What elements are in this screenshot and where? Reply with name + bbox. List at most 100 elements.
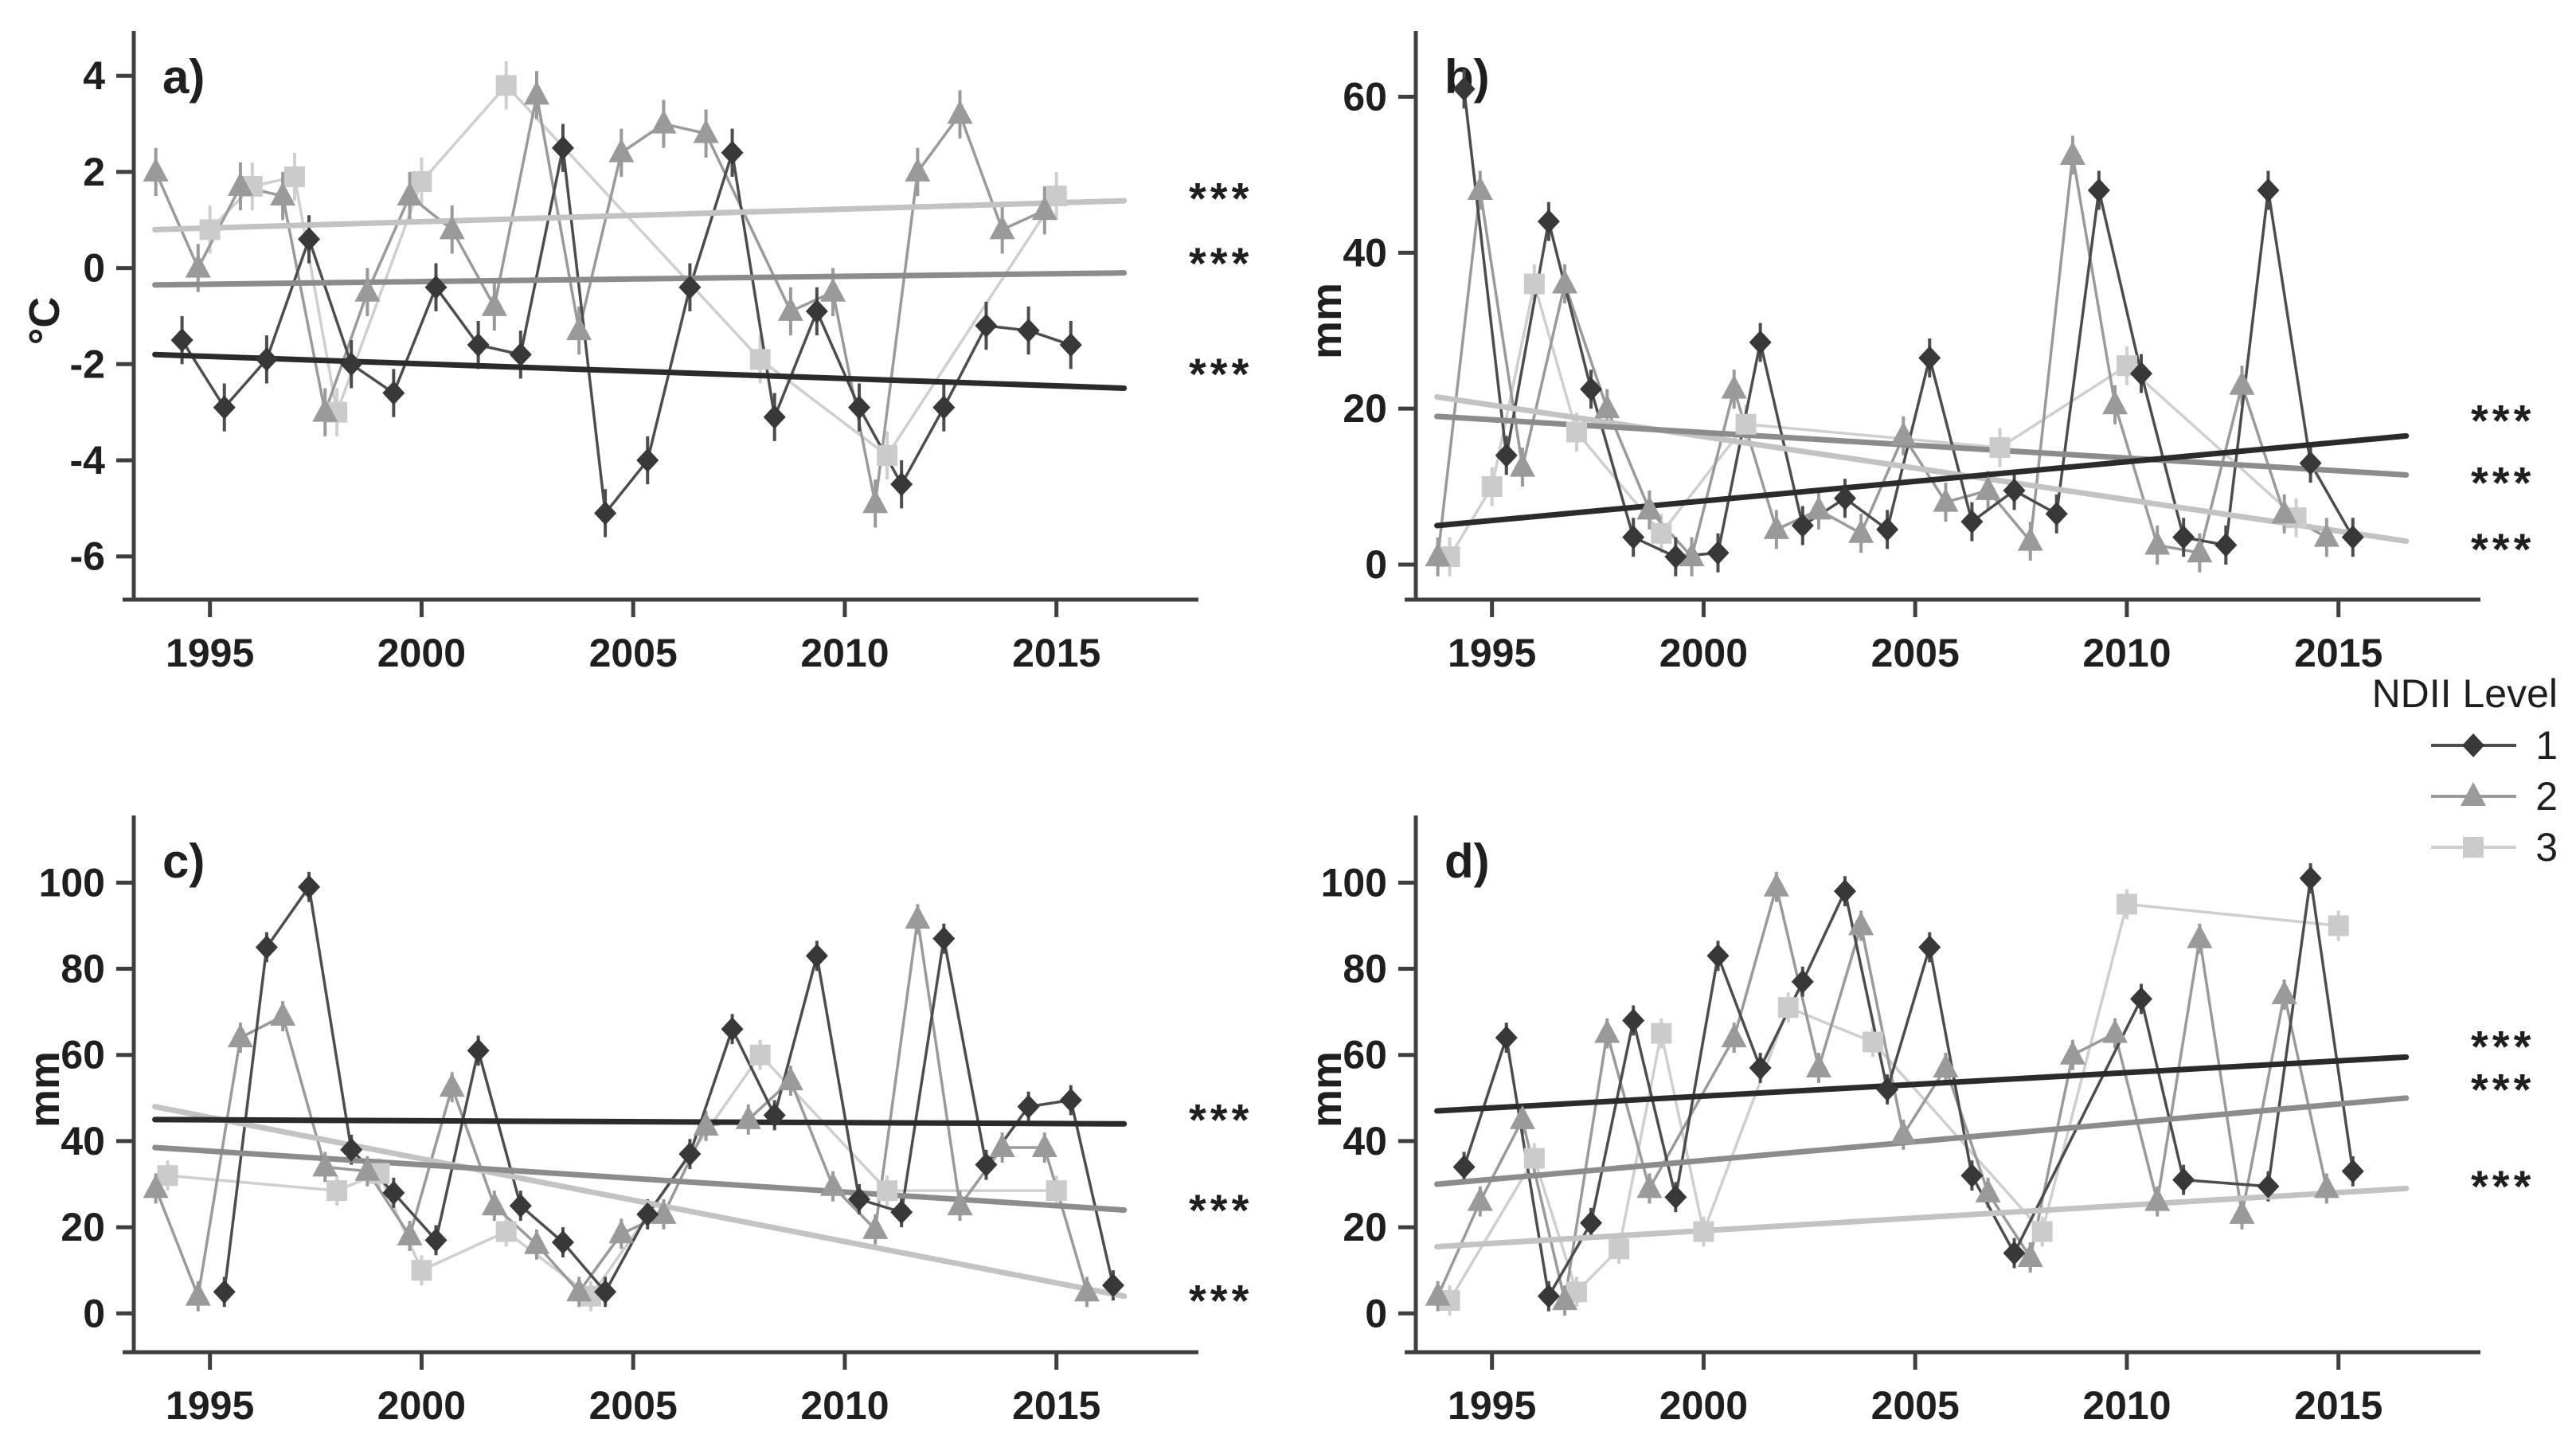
significance-stars-level-1: ***: [2471, 1021, 2535, 1071]
x-tick-label: 2015: [1012, 1383, 1100, 1428]
legend-item-label: 3: [2535, 825, 2558, 870]
triangle-data-point-marker: [185, 253, 211, 278]
triangle-data-point-marker: [439, 1073, 465, 1097]
diamond-data-point-marker: [213, 395, 236, 420]
significance-stars-level-3: ***: [1189, 174, 1253, 224]
square-data-point-marker: [283, 166, 305, 187]
diamond-data-point-marker: [1791, 969, 1814, 994]
triangle-data-point-marker: [270, 1002, 296, 1026]
x-tick-label: 2010: [2082, 631, 2171, 675]
triangle-data-point-marker: [185, 1281, 211, 1306]
diamond-data-point-marker: [1706, 944, 1730, 968]
series-level-2: [154, 904, 1089, 1312]
square-data-point-marker: [1046, 1180, 1067, 1202]
square-data-point-marker: [2031, 1221, 2053, 1242]
markers-level-2: [1425, 872, 2340, 1311]
x-tick-label: 2005: [589, 1383, 678, 1428]
triangle-data-point-marker: [2144, 530, 2171, 555]
triangle-data-point-marker: [1806, 1053, 1831, 1077]
triangle-data-point-marker: [1594, 1019, 1620, 1043]
square-data-point-marker: [1989, 437, 2011, 459]
diamond-data-point-marker: [805, 299, 828, 323]
triangle-data-point-marker: [1933, 487, 1959, 512]
axes: [1398, 31, 2480, 617]
triangle-data-point-marker: [1890, 421, 1917, 446]
significance-stars-level-3: ***: [2471, 524, 2535, 574]
diamond-data-point-marker: [2130, 987, 2153, 1011]
diamond-data-point-marker: [2214, 533, 2238, 557]
triangle-data-point-marker: [1509, 1105, 1535, 1129]
diamond-data-point-marker: [1791, 513, 1814, 538]
diamond-data-point-marker: [2003, 478, 2026, 502]
y-axis-label: mm: [1303, 1051, 1351, 1128]
diamond-data-point-marker: [551, 135, 574, 160]
square-data-point-marker: [1523, 1148, 1545, 1169]
triangle-data-point-marker: [354, 1156, 381, 1181]
triangle-data-point-marker: [2229, 1199, 2255, 1224]
y-tick-label: 60: [1343, 1033, 1387, 1077]
triangle-data-point-marker: [354, 277, 381, 302]
diamond-data-point-marker: [340, 352, 363, 377]
triangle-data-point-marker: [1425, 1281, 1451, 1306]
diamond-data-point-marker: [848, 1187, 871, 1211]
axes: [1398, 815, 2480, 1370]
y-axis-label: mm: [1303, 283, 1351, 359]
triangle-data-point-marker: [439, 215, 465, 240]
triangle-data-point-marker: [1721, 374, 1747, 399]
triangle-data-point-marker: [143, 157, 169, 182]
y-tick-label: 100: [39, 860, 105, 905]
diamond-data-point-marker: [1580, 377, 1603, 401]
square-data-point-marker: [1481, 476, 1503, 498]
diamond-data-point-marker: [594, 1280, 617, 1304]
triangle-data-point-marker: [735, 1105, 761, 1129]
markers-level-2: [143, 80, 1057, 514]
trend-line-level-1: [1434, 1054, 2410, 1114]
significance-stars-level-2: ***: [1189, 238, 1253, 288]
diamond-data-point-marker: [1749, 330, 1772, 354]
markers-level-1: [1452, 866, 2364, 1308]
diamond-data-point-marker: [1876, 517, 1899, 542]
diamond-data-point-marker: [1664, 545, 1687, 569]
triangle-data-point-marker: [312, 1152, 338, 1177]
markers-level-1: [170, 135, 1082, 526]
triangle-data-point-marker: [566, 1277, 592, 1302]
diamond-data-point-marker: [467, 1038, 490, 1063]
y-tick-label: 60: [1343, 75, 1387, 119]
diamond-data-point-marker: [721, 1017, 744, 1042]
legend-item-level-2: 2: [2428, 771, 2558, 822]
diamond-data-point-marker: [213, 1280, 236, 1304]
diamond-data-point-marker: [2257, 1174, 2280, 1199]
markers-level-2: [1425, 140, 2340, 567]
triangle-data-point-marker: [1763, 514, 1789, 539]
square-data-point-marker: [1693, 1221, 1714, 1242]
square-data-point-marker: [326, 1180, 348, 1202]
diamond-data-point-marker: [2299, 866, 2322, 890]
triangle-data-point-marker: [820, 277, 846, 302]
triangle-data-point-marker: [651, 109, 677, 134]
y-tick-label: 20: [1343, 1205, 1387, 1249]
y-tick-label: -4: [70, 438, 106, 483]
triangle-data-point-marker: [947, 1191, 973, 1216]
square-data-point-marker: [1046, 186, 1067, 207]
y-tick-label: 0: [1365, 1291, 1387, 1335]
y-tick-label: 60: [61, 1033, 105, 1077]
triangle-data-point-marker: [1975, 475, 2001, 500]
diamond-data-point-marker: [636, 448, 659, 472]
diamond-data-point-marker: [1495, 443, 1518, 467]
triangle-data-point-marker: [989, 215, 1015, 240]
triangle-data-point-marker: [693, 1111, 719, 1136]
y-tick-label: -2: [70, 342, 105, 386]
triangle-data-point-marker: [1679, 542, 1705, 567]
legend-item-label: 2: [2535, 774, 2558, 819]
markers-level-3: [1439, 273, 2307, 568]
significance-stars-level-3: ***: [1189, 1276, 1253, 1326]
diamond-data-point-marker: [2087, 178, 2110, 203]
diamond-data-point-marker: [255, 347, 278, 372]
y-axis-label: mm: [21, 1051, 68, 1128]
diamond-data-point-marker: [551, 1230, 574, 1255]
panel-a-chart: 4 2 0 -2 -4 -6 1995 2000 2005 2010 2015 °C a) *** *** *…: [21, 31, 1253, 675]
triangle-data-point-marker: [777, 1066, 803, 1091]
axes: [116, 31, 1198, 617]
square-data-point-marker: [749, 349, 771, 370]
